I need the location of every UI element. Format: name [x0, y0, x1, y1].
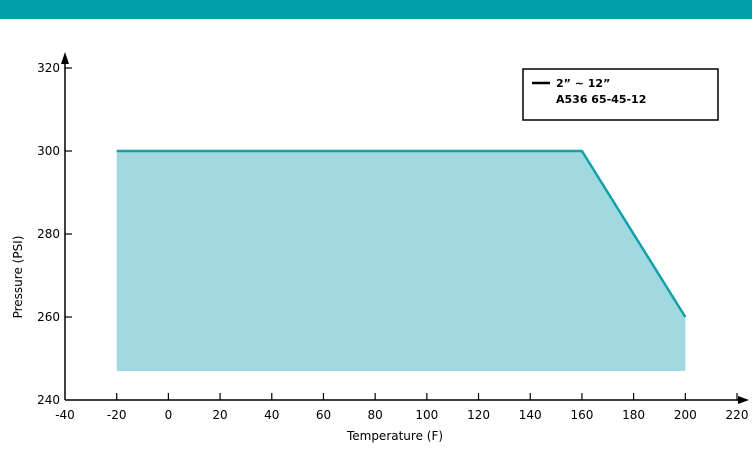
x-tick-label: 160	[570, 408, 593, 422]
y-axis-arrow	[61, 52, 69, 64]
x-tick-label: 220	[726, 408, 749, 422]
y-tick-label: 260	[37, 310, 60, 324]
x-axis-arrow	[738, 396, 749, 404]
x-axis-title: Temperature (F)	[346, 429, 443, 443]
series-line-0	[116, 149, 687, 318]
series-area-0	[116, 151, 686, 371]
legend: 2” ~ 12” A536 65-45-12	[522, 68, 719, 121]
y-tick-label: 240	[37, 393, 60, 407]
x-tick-label: 100	[415, 408, 438, 422]
x-tick-label: -20	[107, 408, 127, 422]
y-tick-label: 320	[37, 61, 60, 75]
x-tick-label: 60	[316, 408, 331, 422]
axes	[61, 52, 749, 404]
y-axis-title: Pressure (PSI)	[11, 236, 25, 319]
y-tick-label: 280	[37, 227, 60, 241]
x-tick-label: 20	[212, 408, 227, 422]
ticks: -40 -20 0 20 40 60 80 100 120 140 160 180 200 220 240 2…	[37, 61, 748, 422]
area-layer	[116, 149, 687, 371]
x-tick-label: 40	[264, 408, 279, 422]
legend-label-material: A536 65-45-12	[556, 93, 646, 106]
y-tick-label: 300	[37, 144, 60, 158]
legend-box	[522, 68, 719, 121]
x-tick-label: 80	[368, 408, 383, 422]
x-tick-label: 140	[519, 408, 542, 422]
legend-label-size: 2” ~ 12”	[556, 77, 610, 90]
x-tick-label: 120	[467, 408, 490, 422]
x-tick-label: 200	[674, 408, 697, 422]
x-tick-label: 180	[622, 408, 645, 422]
header-bar	[0, 0, 752, 19]
x-tick-label: 0	[165, 408, 173, 422]
x-tick-label: -40	[55, 408, 75, 422]
